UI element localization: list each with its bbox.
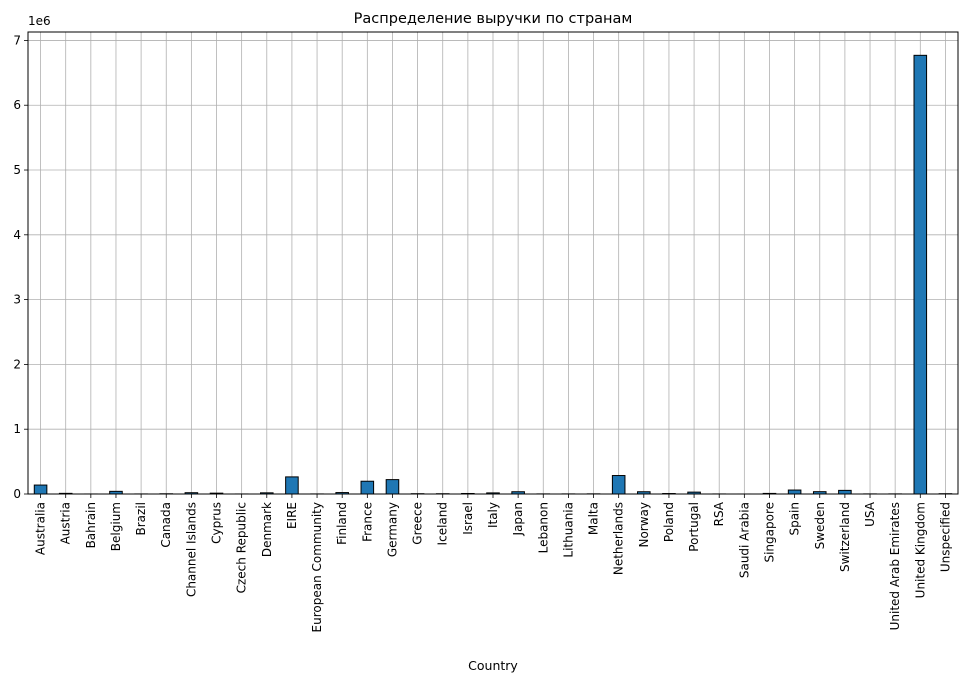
bar (787, 489, 802, 495)
x-tick-label: United Arab Emirates (888, 502, 902, 630)
x-tick-label: Italy (486, 502, 500, 528)
x-tick-label: Denmark (260, 502, 274, 557)
x-tick-label: Bahrain (84, 502, 98, 548)
x-tick-label: RSA (712, 501, 726, 526)
chart-title: Распределение выручки по странам (354, 11, 633, 27)
x-tick-label: Netherlands (612, 502, 626, 575)
x-tick-label: Sweden (813, 502, 827, 549)
y-tick-label: 4 (13, 228, 21, 242)
x-tick-label: United Kingdom (913, 502, 927, 598)
x-tick-label: USA (863, 501, 877, 527)
y-axis: 0 1 2 3 4 5 6 7 (13, 33, 28, 501)
y-tick-label: 0 (13, 487, 21, 501)
bar (33, 484, 48, 495)
x-tick-label: Greece (411, 502, 425, 545)
x-tick-label: Lebanon (536, 502, 550, 553)
x-tick-label: Finland (335, 502, 349, 545)
x-tick-label: Iceland (436, 502, 450, 545)
y-tick-label: 7 (13, 33, 21, 47)
x-tick-label: European Community (310, 502, 324, 632)
x-tick-label: France (360, 502, 374, 542)
bar (360, 480, 375, 495)
x-tick-label: Switzerland (838, 502, 852, 572)
x-tick-label: Unspecified (938, 502, 952, 572)
x-tick-label: Belgium (109, 502, 123, 551)
bar (913, 54, 928, 495)
x-tick-label: Cyprus (210, 502, 224, 544)
x-tick-label: EIRE (285, 502, 299, 529)
x-axis: Australia Austria Bahrain Belgium Brazil Cana… (34, 494, 952, 632)
y-tick-label: 1 (13, 422, 21, 436)
y-axis-offset-label: 1e6 (28, 14, 51, 28)
x-tick-label: Japan (511, 502, 525, 536)
x-tick-label: Spain (788, 502, 802, 536)
x-tick-label: Poland (662, 502, 676, 542)
x-axis-label: Country (468, 658, 518, 673)
x-tick-label: Brazil (134, 502, 148, 536)
x-tick-label: Malta (587, 502, 601, 535)
x-tick-label: Israel (461, 502, 475, 535)
x-tick-label: Canada (159, 502, 173, 548)
bar (285, 476, 299, 495)
y-tick-label: 6 (13, 98, 21, 112)
x-tick-label: Lithuania (561, 502, 575, 558)
x-tick-label: Austria (59, 502, 73, 544)
x-tick-label: Germany (385, 502, 399, 557)
bar (611, 475, 626, 495)
y-tick-label: 5 (13, 163, 21, 177)
x-tick-label: Singapore (762, 502, 776, 563)
x-tick-label: Norway (637, 502, 651, 548)
x-tick-label: Australia (34, 502, 48, 555)
grid (28, 32, 958, 495)
bar (838, 489, 852, 495)
y-tick-label: 3 (13, 293, 21, 307)
x-tick-label: Channel Islands (184, 502, 198, 597)
x-tick-label: Portugal (687, 502, 701, 552)
bar (385, 479, 400, 495)
x-tick-label: Saudi Arabia (737, 502, 751, 578)
y-tick-label: 2 (13, 357, 21, 371)
x-tick-label: Czech Republic (235, 502, 249, 593)
